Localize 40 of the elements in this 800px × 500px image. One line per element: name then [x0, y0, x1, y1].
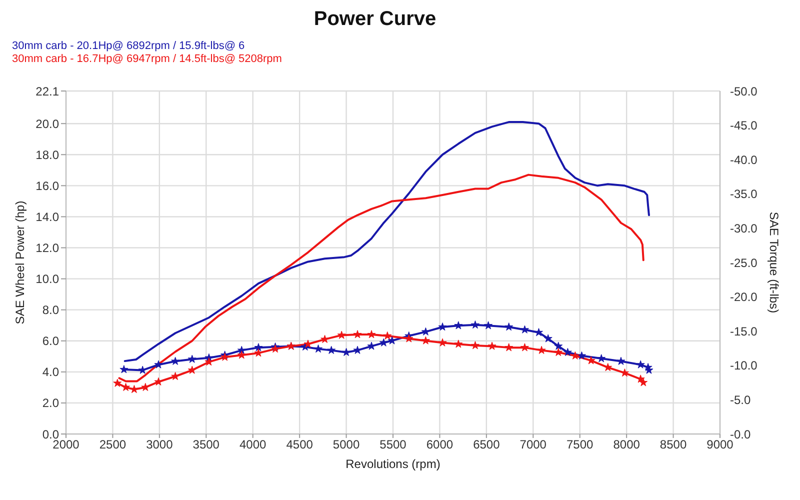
x-tick-label: 3500: [192, 438, 220, 452]
y2-tick-label: -5.0: [730, 392, 752, 407]
x-tick-label: 4500: [286, 438, 314, 452]
y-tick-label: 12.0: [36, 241, 60, 256]
y-tick-label: 14.0: [36, 210, 60, 224]
y-tick-label: 22.1: [36, 84, 60, 98]
y2-tick-label: -20.0: [730, 290, 758, 304]
y-tick-label: 16.0: [36, 178, 60, 193]
y2-tick-label: -45.0: [730, 118, 758, 133]
y2-tick-label: -50.0: [730, 84, 758, 98]
y2-tick-label: -40.0: [730, 152, 758, 167]
x-tick-label: 4000: [240, 438, 267, 452]
y-tick-label: 10.0: [36, 272, 60, 286]
y2-axis-title: SAE Torque (ft-lbs): [767, 212, 781, 314]
y2-tick-label: -30.0: [730, 221, 758, 236]
y-tick-label: 18.0: [36, 148, 60, 162]
y2-tick-label: -15.0: [730, 324, 758, 338]
x-tick-label: 6500: [473, 438, 500, 452]
x-axis-title: Revolutions (rpm): [346, 457, 440, 471]
y-tick-label: 4.0: [42, 365, 60, 380]
text: 30mm carb - 16.7Hp@ 6947rpm / 14.5ft-lbs@ 5208rpm: [12, 53, 282, 66]
y-tick-label: 20.0: [36, 116, 60, 131]
y-tick-label: 8.0: [42, 303, 60, 318]
y2-tick-label: -25.0: [730, 256, 758, 270]
x-tick-label: 5000: [332, 438, 360, 452]
x-tick-label: 5500: [380, 438, 407, 452]
y-axis-title: SAE Wheel Power (hp): [13, 200, 27, 324]
x-tick-label: 7000: [520, 438, 547, 452]
text: 30mm carb - 20.1Hp@ 6892rpm / 15.9ft-lbs@ 6: [12, 40, 246, 53]
x-tick-label: 7500: [566, 438, 594, 452]
chart-title: Power Curve: [312, 8, 438, 31]
x-tick-label: 8500: [660, 438, 687, 452]
y-tick-label: 6.0: [42, 334, 60, 348]
y2-tick-label: -10.0: [730, 358, 758, 373]
y-tick-label: 2.0: [42, 396, 60, 410]
y2-tick-label: -35.0: [730, 187, 758, 202]
x-tick-label: 2500: [99, 438, 126, 452]
x-tick-label: 8000: [613, 438, 640, 452]
x-tick-label: 6000: [426, 438, 454, 452]
x-tick-label: 3000: [146, 438, 174, 452]
